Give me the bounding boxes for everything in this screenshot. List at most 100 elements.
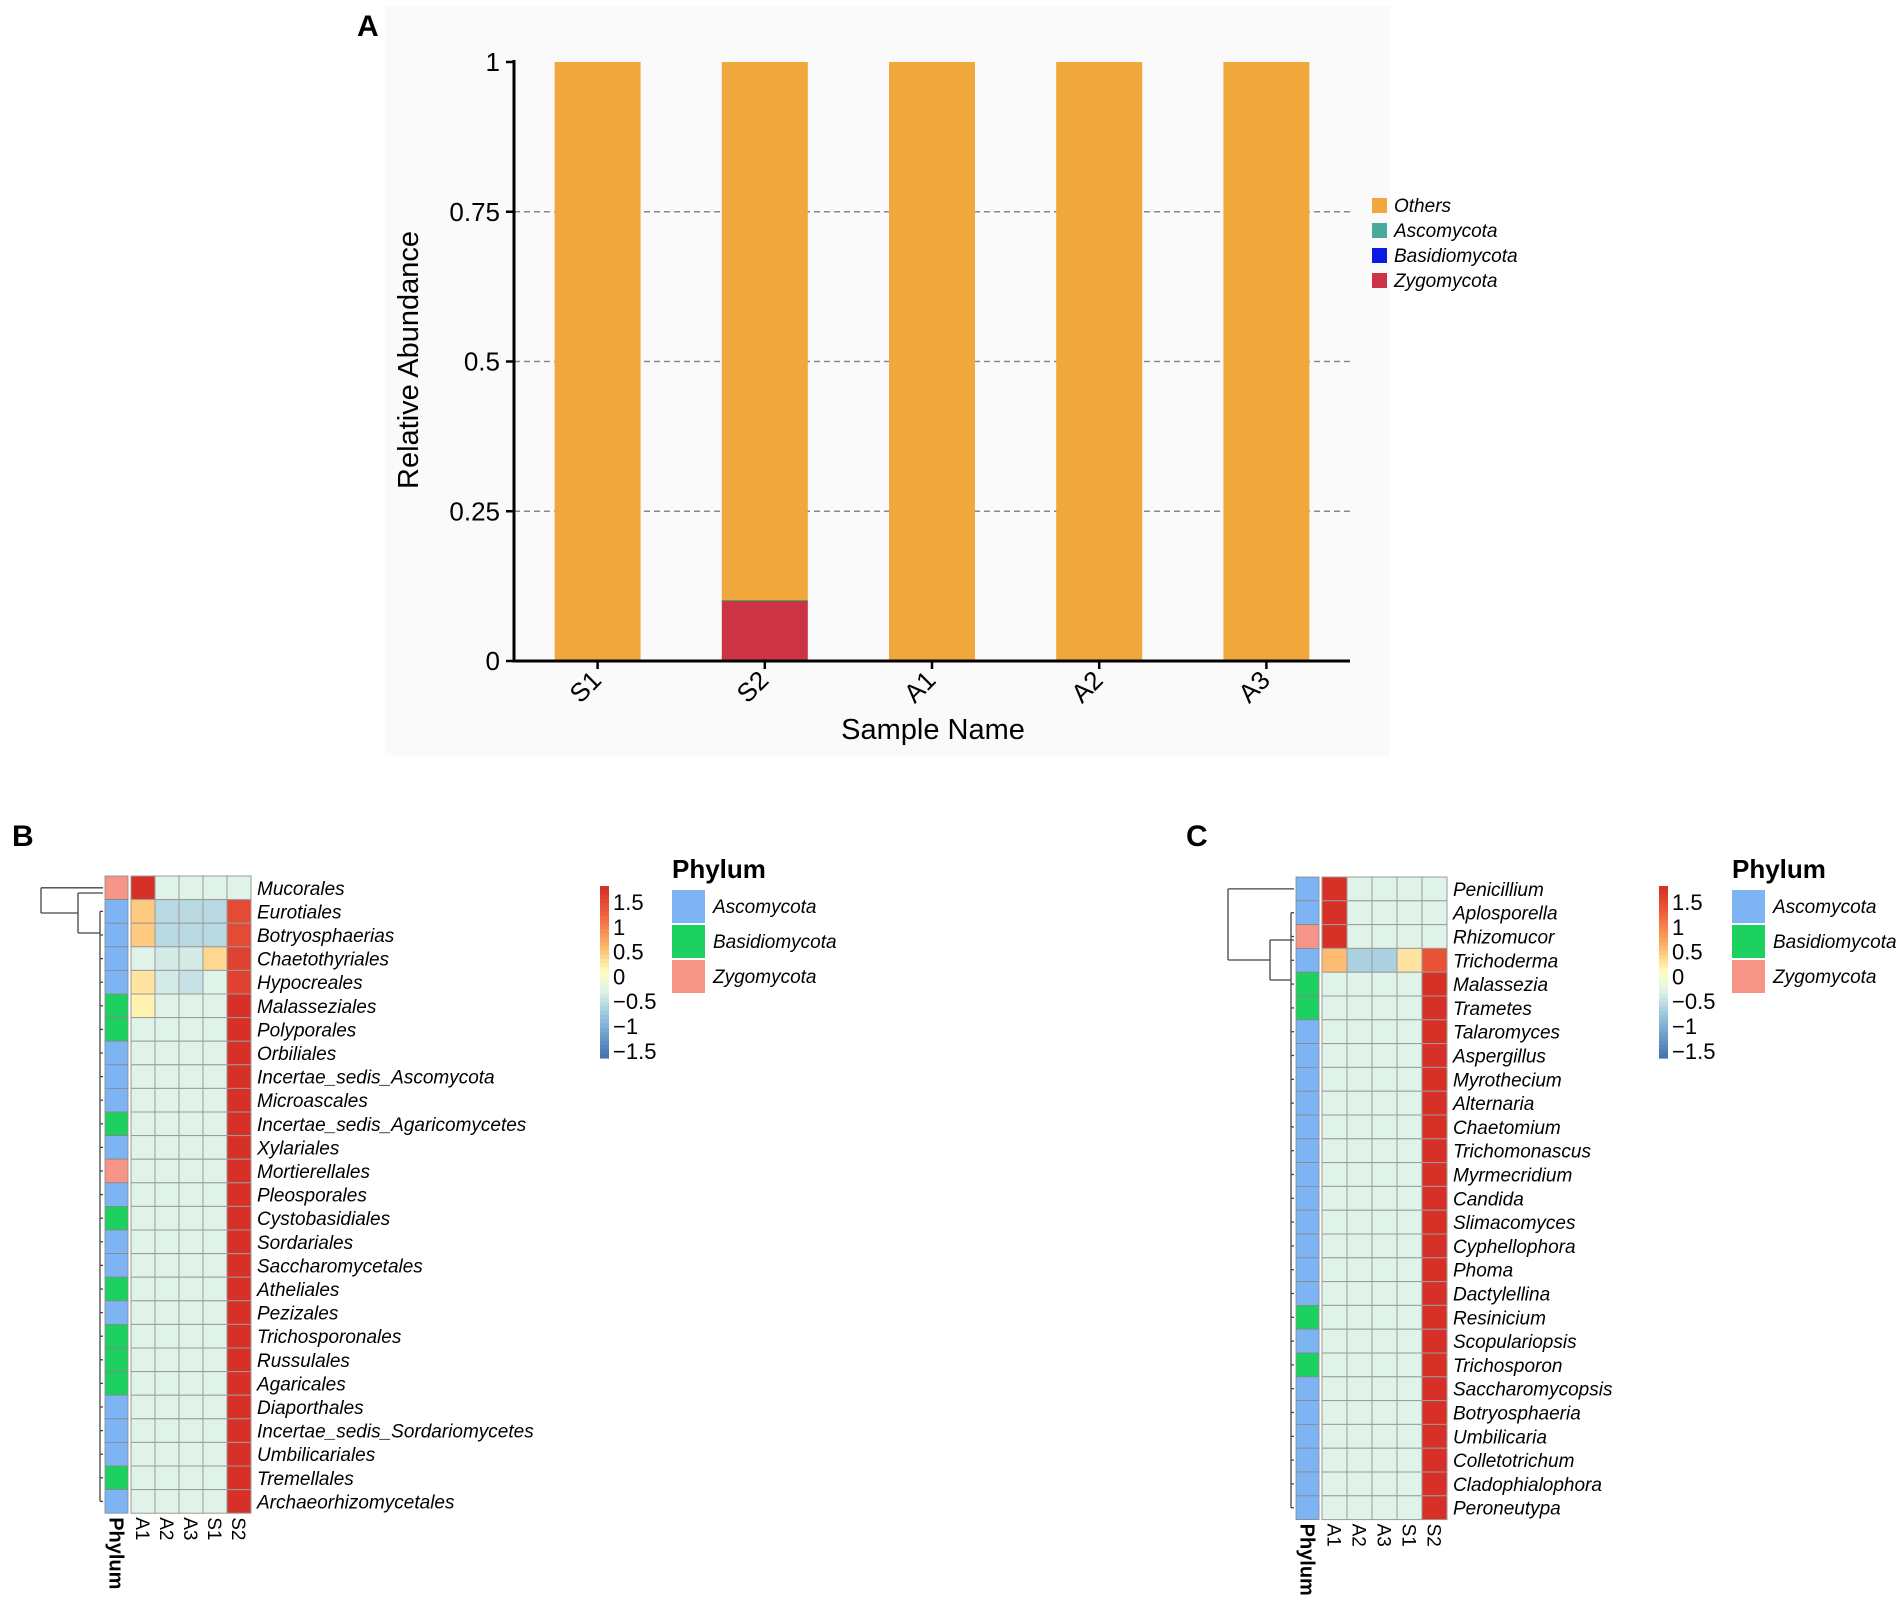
- heatmap-cell: [1421, 1400, 1448, 1425]
- colorbar-segment: [600, 920, 609, 926]
- heatmap-cell: [154, 1017, 180, 1042]
- colorbar-segment: [600, 1006, 609, 1012]
- row-label: Incertae_sedis_Ascomycota: [257, 1068, 495, 1089]
- heatmap-cell: [1346, 1233, 1373, 1259]
- heatmap-cell: [226, 1017, 252, 1042]
- colorbar-segment: [600, 894, 609, 900]
- heatmap-cell: [1396, 876, 1423, 902]
- heatmap-cell: [1346, 1281, 1373, 1306]
- phylum-cell: [104, 1158, 129, 1184]
- colorbar-segment: [600, 980, 609, 986]
- heatmap-cell: [1371, 995, 1398, 1021]
- heatmap-cell: [1321, 1304, 1348, 1330]
- heatmap-cell: [1346, 1090, 1373, 1116]
- colorbar-tick-label: 0: [1672, 964, 1684, 989]
- phylum-cell: [1295, 1400, 1320, 1425]
- heatmap-cell: [178, 1135, 204, 1160]
- row-label: Alternaria: [1452, 1094, 1534, 1115]
- heatmap-cell: [1371, 1114, 1398, 1140]
- colorbar-tick-label: 1: [613, 915, 625, 940]
- heatmap-cell: [154, 1229, 180, 1255]
- row-label: Slimacomyces: [1453, 1213, 1576, 1234]
- heatmap-cell: [130, 1323, 156, 1349]
- heatmap-cell: [1346, 1471, 1373, 1497]
- colorbar-segment: [600, 1053, 609, 1059]
- colorbar-segment: [600, 959, 609, 964]
- row-label: Chaetomium: [1453, 1118, 1561, 1139]
- colorbar-segment: [600, 937, 609, 943]
- heatmap-cell: [154, 946, 180, 971]
- heatmap-cell: [1346, 995, 1373, 1021]
- column-label: A1: [131, 1517, 152, 1540]
- heatmap-cell: [202, 1229, 228, 1255]
- phylum-cell: [1295, 1114, 1320, 1140]
- row-label: Russulales: [257, 1351, 350, 1372]
- heatmap-cell: [1371, 1138, 1398, 1164]
- row-label: Trichomonascus: [1453, 1142, 1591, 1163]
- phylum-legend-swatch: [672, 960, 705, 993]
- heatmap-cell: [154, 1276, 180, 1302]
- heatmap-cell: [1321, 1471, 1348, 1497]
- heatmap-cell: [202, 1064, 228, 1089]
- heatmap-cell: [1396, 1376, 1423, 1402]
- colorbar: 1.510.50−0.5−1−1.5: [1659, 886, 1715, 1064]
- phylum-legend-label: Basidiomycota: [713, 932, 837, 953]
- phylum-cell: [1295, 1138, 1320, 1164]
- heatmap-cell: [1346, 1209, 1373, 1235]
- row-label: Resinicium: [1453, 1308, 1546, 1329]
- heatmap-cell: [178, 946, 204, 971]
- heatmap-cell: [202, 1253, 228, 1278]
- heatmap-cell: [202, 1040, 228, 1066]
- colorbar-segment: [1659, 984, 1668, 990]
- heatmap-cell: [1346, 1495, 1373, 1521]
- row-label: Rhizomucor: [1453, 928, 1555, 949]
- heatmap-cell: [1421, 1304, 1448, 1330]
- heatmap-cell: [1321, 1376, 1348, 1402]
- column-label: S1: [1398, 1524, 1419, 1547]
- legend-swatch-basidiomycota: [1372, 248, 1387, 263]
- heatmap-cell: [130, 1229, 156, 1255]
- heatmap-cell: [178, 922, 204, 948]
- heatmap-cell: [1371, 1257, 1398, 1283]
- colorbar-segment: [1659, 963, 1668, 969]
- colorbar-segment: [600, 1040, 609, 1046]
- heatmap-cell: [178, 1087, 204, 1113]
- heatmap-cell: [178, 1323, 204, 1349]
- colorbar-segment: [1659, 941, 1668, 947]
- row-label: Umbilicariales: [257, 1445, 376, 1466]
- heatmap-cell: [154, 1441, 180, 1467]
- colorbar-segment: [600, 997, 609, 1003]
- heatmap-cell: [1321, 1495, 1348, 1521]
- colorbar-segment: [1659, 1002, 1668, 1007]
- heatmap-cell: [1396, 1090, 1423, 1116]
- heatmap-cell: [1396, 1495, 1423, 1521]
- heatmap-cell: [202, 1276, 228, 1302]
- heatmap-cell: [1321, 1257, 1348, 1283]
- y-tick-label: 0: [486, 646, 500, 676]
- phylum-cell: [104, 993, 129, 1019]
- heatmap-cell: [1396, 1043, 1423, 1068]
- heatmap-cell: [1421, 1376, 1448, 1402]
- row-label: Incertae_sedis_Sordariomycetes: [257, 1422, 534, 1443]
- heatmap-cell: [1421, 1185, 1448, 1211]
- colorbar-segment: [1659, 1032, 1668, 1038]
- heatmap-cell: [1396, 900, 1423, 926]
- row-label: Botryosphaerias: [257, 926, 395, 947]
- heatmap-cell: [178, 1465, 204, 1491]
- heatmap-cell: [178, 875, 204, 901]
- row-label: Diaporthales: [257, 1398, 364, 1419]
- heatmap-cell: [1321, 1138, 1348, 1164]
- heatmap-cell: [1346, 924, 1373, 949]
- heatmap-cell: [1321, 1185, 1348, 1211]
- heatmap-cell: [1321, 1352, 1348, 1378]
- heatmap-cell: [1371, 1447, 1398, 1473]
- colorbar-segment: [600, 903, 609, 909]
- colorbar-segment: [600, 1019, 609, 1025]
- bar-segment-others: [1056, 62, 1143, 661]
- heatmap-cell: [154, 1182, 180, 1207]
- row-dendrogram: [40, 887, 103, 1503]
- heatmap-cell: [178, 1394, 204, 1420]
- heatmap-cell: [202, 1347, 228, 1373]
- y-tick-label: 0.75: [449, 197, 500, 227]
- heatmap-cells: [1321, 876, 1448, 1521]
